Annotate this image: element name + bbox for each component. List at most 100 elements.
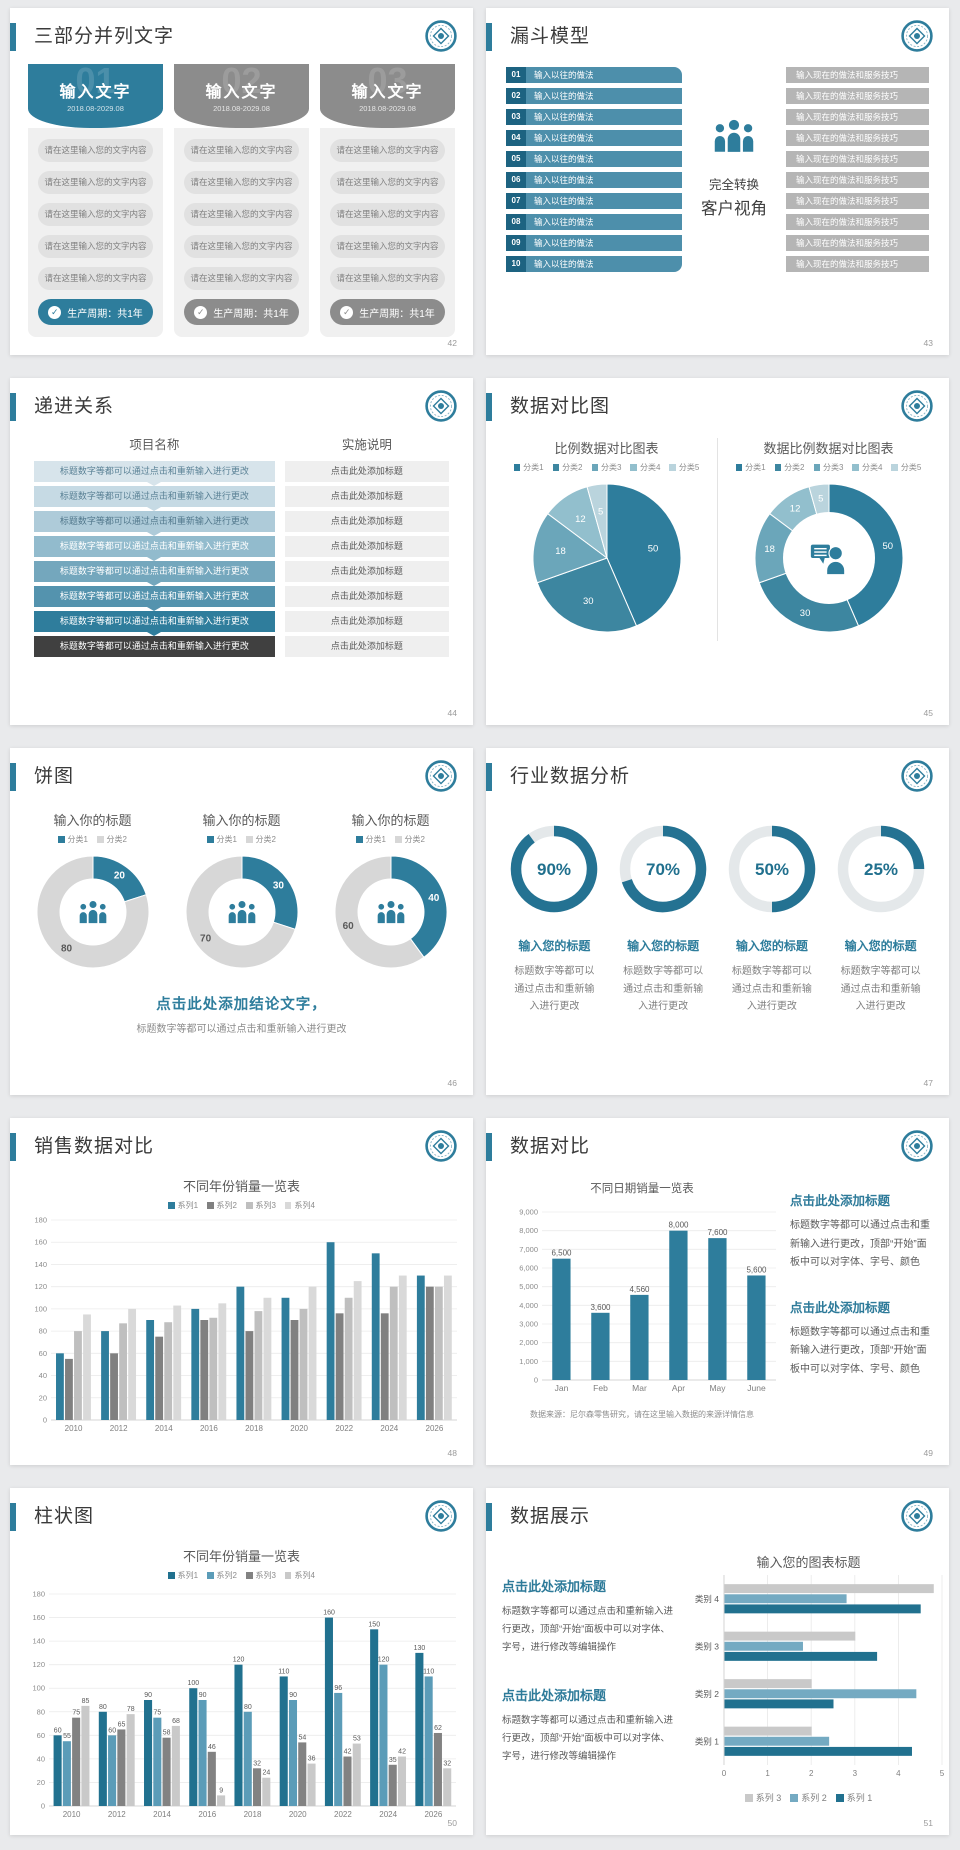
svg-text:2020: 2020	[289, 1810, 307, 1819]
card-item: 请在这里输入您的文字内容	[38, 139, 153, 162]
svg-text:Jan: Jan	[555, 1383, 569, 1393]
svg-text:90: 90	[144, 1692, 152, 1699]
svg-text:Feb: Feb	[593, 1383, 608, 1393]
card-body: 请在这里输入您的文字内容 请在这里输入您的文字内容 请在这里输入您的文字内容 请在这里…	[174, 128, 309, 337]
funnel-center-line2: 客户视角	[701, 199, 767, 218]
slide-header: 数据对比	[486, 1118, 949, 1164]
three-cards: 01 输入文字 2018.08-2029.08 请在这里输入您的文字内容 请在这里…	[10, 54, 473, 337]
page-number: 42	[447, 338, 457, 348]
card-body: 请在这里输入您的文字内容 请在这里输入您的文字内容 请在这里输入您的文字内容 请在这里…	[28, 128, 163, 337]
svg-text:2018: 2018	[244, 1810, 262, 1819]
row-label: 输入以往的做法	[526, 193, 682, 209]
svg-text:50: 50	[647, 543, 658, 554]
svg-text:54: 54	[298, 1734, 306, 1741]
donut-block: 输入你的标题 分类1 分类2 40 60	[316, 810, 465, 981]
page-number: 43	[923, 338, 933, 348]
slide-title: 数据对比	[510, 1136, 591, 1157]
chart-title: 数据比例数据对比图表	[763, 441, 894, 456]
legend-item: 分类5	[669, 462, 699, 473]
accent-bar	[10, 1503, 16, 1531]
chevron-down-icon	[147, 482, 162, 486]
slide-bar-chart[interactable]: 柱状图 不同年份销量一览表 系列1 系列2 系列3 系列4 0 20 40 60 80 100 1…	[10, 1488, 473, 1835]
row-number: 01	[506, 67, 526, 83]
slide-title: 数据对比图	[510, 396, 611, 417]
legend-item: 分类1	[735, 462, 766, 473]
slide-pie-charts[interactable]: 饼图 输入你的标题 分类1 分类2 20 80 输入你的标题 分类1 分类2 30 70…	[10, 748, 473, 1095]
ring-gauge: 70%	[616, 825, 710, 920]
table-row: 标题数字等都可以通过点击和重新输入进行更改 点击此处添加标题	[34, 586, 449, 611]
table-row: 标题数字等都可以通过点击和重新输入进行更改 点击此处添加标题	[34, 561, 449, 586]
svg-text:2014: 2014	[154, 1424, 172, 1433]
legend-swatch	[207, 1202, 214, 1209]
card-title: 输入文字	[59, 84, 132, 101]
horizontal-bar-chart: 0 1 2 3 4 5 类别 4 类别 3 类别 2 类别 1	[695, 1575, 945, 1778]
slide-header: 数据展示	[486, 1488, 949, 1534]
funnel-left-row: 06 输入以往的做法	[506, 172, 682, 188]
svg-text:42: 42	[398, 1749, 406, 1756]
legend-item: 系列2	[207, 1570, 237, 1581]
svg-text:20: 20	[113, 871, 125, 882]
row-number: 08	[506, 214, 526, 230]
svg-text:Apr: Apr	[672, 1383, 685, 1393]
brand-logo-icon	[425, 1130, 457, 1162]
svg-text:120: 120	[32, 1660, 45, 1669]
text-block-body: 标题数字等都可以通过点击和重新输入进行更改，顶部“开始”面板中可以对字体、字号、…	[790, 1326, 930, 1375]
svg-text:4,000: 4,000	[519, 1301, 538, 1310]
chart-title: 比例数据对比图表	[554, 441, 659, 456]
slide-sales-compare[interactable]: 销售数据对比 不同年份销量一览表 系列1 系列2 系列3 系列4 0 20 40 60 80 1…	[10, 1118, 473, 1465]
bar-chart-block: 不同日期销量一览表 0 1,000 2,000 3,000 4,000 5,000 6,00…	[504, 1180, 780, 1420]
slide-three-part-text[interactable]: 三部分并列文字 01 输入文字 2018.08-2029.08 请在这里输入您的…	[10, 8, 473, 355]
svg-text:类别 3: 类别 3	[695, 1641, 719, 1651]
chart-and-text: 不同日期销量一览表 0 1,000 2,000 3,000 4,000 5,000 6,00…	[486, 1164, 949, 1420]
slide-data-compare-chart[interactable]: 数据对比图 比例数据对比图表 分类1 分类2 分类3 分类4 分类5 50 30 18 12 5…	[486, 378, 949, 725]
text-and-chart: 点击此处添加标题 标题数字等都可以通过点击和重新输入进行更改，顶部“开始”面板中…	[486, 1534, 949, 1807]
row-banner-label: 标题数字等都可以通过点击和重新输入进行更改	[59, 516, 249, 526]
svg-text:55: 55	[63, 1733, 71, 1740]
page-number: 48	[447, 1448, 457, 1458]
gauge-block: 25% 输入您的标题 标题数字等都可以通过点击和重新输入进行更改	[826, 822, 935, 1016]
slide-header: 行业数据分析	[486, 748, 949, 794]
chart-legend: 系列1 系列2 系列3 系列4	[10, 1200, 473, 1211]
svg-text:1,000: 1,000	[519, 1357, 538, 1366]
svg-text:32: 32	[253, 1760, 261, 1767]
gauge-description: 标题数字等都可以通过点击和重新输入进行更改	[514, 966, 595, 1012]
legend-swatch	[97, 836, 104, 843]
row-banner-label: 标题数字等都可以通过点击和重新输入进行更改	[59, 491, 249, 501]
slide-progression[interactable]: 递进关系 项目名称 实施说明 标题数字等都可以通过点击和重新输入进行更改 点击此…	[10, 378, 473, 725]
slide-title: 三部分并列文字	[34, 26, 175, 47]
svg-text:110: 110	[278, 1668, 289, 1675]
slide-data-display[interactable]: 数据展示 点击此处添加标题 标题数字等都可以通过点击和重新输入进行更改，顶部“开…	[486, 1488, 949, 1835]
slide-industry-analysis[interactable]: 行业数据分析 90% 输入您的标题 标题数字等都可以通过点击和重新输入进行更改 …	[486, 748, 949, 1095]
bar-chart-block: 不同年份销量一览表 系列1 系列2 系列3 系列4 0 20 40 60 80 100 120 14…	[10, 1164, 473, 1441]
row-note: 点击此处添加标题	[284, 461, 449, 482]
svg-text:180: 180	[34, 1216, 47, 1225]
row-label: 输入以往的做法	[526, 172, 682, 188]
card-number: 03	[367, 64, 408, 101]
funnel-right-list: 输入现在的做法和服务技巧 输入现在的做法和服务技巧 输入现在的做法和服务技巧 输入现在…	[786, 67, 929, 277]
text-block-heading: 点击此处添加标题	[502, 1579, 607, 1594]
row-number: 04	[506, 130, 526, 146]
text-block-heading: 点击此处添加标题	[502, 1688, 607, 1704]
svg-text:2020: 2020	[290, 1424, 308, 1433]
brand-logo-icon	[425, 20, 457, 52]
svg-text:12: 12	[789, 504, 800, 515]
slide-data-compare[interactable]: 数据对比 不同日期销量一览表 0 1,000 2,000 3,000 4,000 5,00…	[486, 1118, 949, 1465]
text-column: 点击此处添加标题 标题数字等都可以通过点击和重新输入进行更改，顶部“开始”面板中…	[502, 1552, 678, 1807]
svg-text:130: 130	[414, 1645, 426, 1652]
legend-item: 分类3	[813, 462, 843, 473]
donut-chart: 30 70	[185, 855, 298, 969]
funnel-left-row: 10 输入以往的做法	[506, 256, 682, 272]
chevron-down-icon	[147, 607, 162, 611]
svg-text:2026: 2026	[425, 1424, 443, 1433]
card-item: 请在这里输入您的文字内容	[330, 171, 445, 194]
card-item: 请在这里输入您的文字内容	[330, 235, 445, 258]
card-header: 02 输入文字 2018.08-2029.08	[174, 64, 309, 128]
slide-funnel-model[interactable]: 漏斗模型 01 输入以往的做法 02 输入以往的做法 03 输入以往的做法 04 输入以往的做…	[486, 8, 949, 355]
info-card: 02 输入文字 2018.08-2029.08 请在这里输入您的文字内容 请在这里…	[174, 64, 309, 337]
slide-title: 销售数据对比	[34, 1136, 155, 1157]
svg-text:24: 24	[263, 1770, 271, 1777]
slide-header: 数据对比图	[486, 378, 949, 424]
legend-item: 系列1	[168, 1570, 198, 1581]
people-icon	[227, 899, 256, 925]
accent-bar	[486, 1503, 492, 1531]
